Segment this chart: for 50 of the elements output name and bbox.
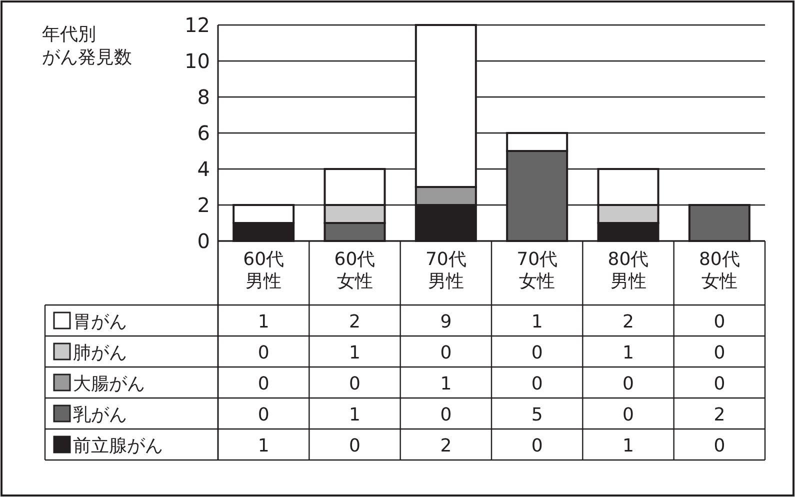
text: がん発見数 <box>42 47 132 68</box>
y-tick-label: 4 <box>197 157 210 181</box>
data-label: 0 <box>258 404 270 426</box>
data-label: 2 <box>622 312 634 332</box>
data-label: 0 <box>258 374 270 394</box>
data-label: 0 <box>714 436 726 456</box>
data-label: 5 <box>531 404 543 426</box>
legend-label: 胃がん <box>73 312 127 332</box>
data-label: 1 <box>258 312 270 332</box>
data-label: 0 <box>531 436 543 456</box>
data-label: 0 <box>258 342 270 364</box>
legend-label: 肺がん <box>73 342 127 364</box>
x-tick-label: 60代男性 <box>242 249 286 293</box>
data-label: 9 <box>440 312 452 332</box>
data-label: 0 <box>622 404 634 426</box>
x-tick-label: 60代女性 <box>333 249 376 293</box>
data-label: 0 <box>714 342 726 364</box>
data-label: 2 <box>440 436 452 456</box>
data-label: 2 <box>349 312 360 332</box>
legend-label: 乳がん <box>73 404 127 426</box>
x-tick-label: 80代男性 <box>606 249 650 293</box>
data-label: 1 <box>622 342 634 364</box>
data-label: 0 <box>349 374 360 394</box>
data-label: 0 <box>622 374 634 394</box>
x-tick-label: 70代女性 <box>516 249 559 293</box>
x-tick-label: 70代男性 <box>424 249 468 293</box>
data-label: 2 <box>714 404 726 426</box>
data-label: 0 <box>440 342 452 364</box>
data-label: 0 <box>531 342 543 364</box>
x-tick-label: 80代女性 <box>698 249 741 293</box>
y-tick-label: 0 <box>197 229 210 253</box>
y-tick-label: 8 <box>197 85 210 109</box>
y-tick-label: 2 <box>197 193 210 217</box>
data-label: 0 <box>440 404 452 426</box>
data-label: 1 <box>622 436 634 456</box>
text: 年代別 <box>42 24 96 45</box>
data-label: 1 <box>349 342 360 364</box>
data-label: 0 <box>349 436 360 456</box>
data-label: 1 <box>258 436 270 456</box>
legend-label: 前立腺がん <box>73 436 163 456</box>
data-label: 1 <box>440 374 452 394</box>
y-tick-label: 6 <box>197 121 210 145</box>
data-label: 0 <box>714 374 726 394</box>
data-label: 1 <box>349 404 360 426</box>
data-label: 0 <box>714 312 726 332</box>
data-label: 1 <box>531 312 543 332</box>
y-tick-label: 12 <box>184 13 210 37</box>
data-label: 0 <box>531 374 543 394</box>
legend-label: 大腸がん <box>73 374 145 394</box>
y-tick-label: 10 <box>184 49 210 73</box>
